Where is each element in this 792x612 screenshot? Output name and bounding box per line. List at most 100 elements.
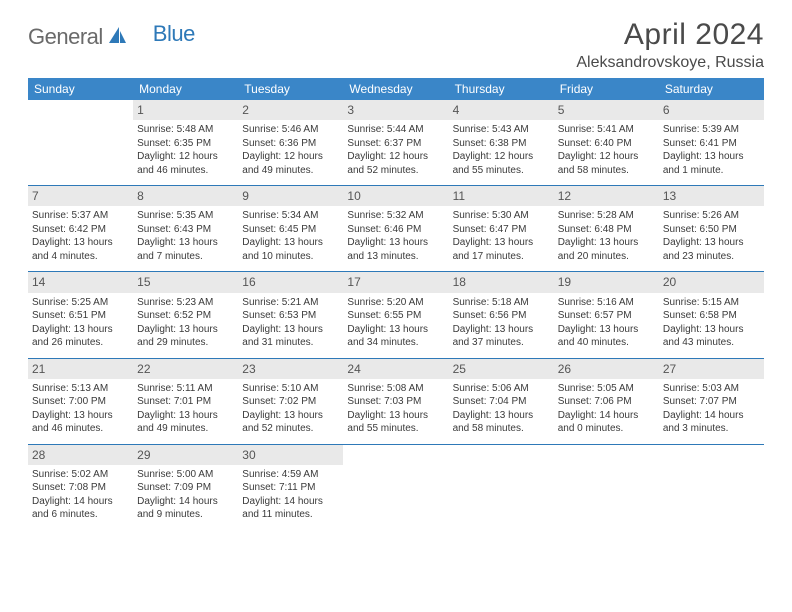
day-cell: . [449,445,554,530]
daylight-text: Daylight: 13 hours and 55 minutes. [347,409,444,436]
day-cell: 5Sunrise: 5:41 AMSunset: 6:40 PMDaylight… [554,100,659,186]
daylight-text: Daylight: 13 hours and 26 minutes. [32,323,129,350]
sunrise-text: Sunrise: 5:11 AM [137,382,234,396]
sunrise-text: Sunrise: 5:21 AM [242,296,339,310]
calendar-table: Sunday Monday Tuesday Wednesday Thursday… [28,78,764,530]
day-cell: 3Sunrise: 5:44 AMSunset: 6:37 PMDaylight… [343,100,448,186]
day-cell: 25Sunrise: 5:06 AMSunset: 7:04 PMDayligh… [449,359,554,445]
weekday-header: Saturday [659,78,764,100]
sunrise-text: Sunrise: 5:39 AM [663,123,760,137]
sunset-text: Sunset: 6:51 PM [32,309,129,323]
daylight-text: Daylight: 13 hours and 10 minutes. [242,236,339,263]
sunset-text: Sunset: 7:03 PM [347,395,444,409]
weekday-header: Monday [133,78,238,100]
day-number: 22 [133,359,238,379]
daylight-text: Daylight: 14 hours and 11 minutes. [242,495,339,522]
daylight-text: Daylight: 14 hours and 6 minutes. [32,495,129,522]
day-cell: 8Sunrise: 5:35 AMSunset: 6:43 PMDaylight… [133,186,238,272]
day-number: 29 [133,445,238,465]
day-cell: . [659,445,764,530]
sunset-text: Sunset: 7:01 PM [137,395,234,409]
sunrise-text: Sunrise: 5:25 AM [32,296,129,310]
day-cell: . [28,100,133,186]
sunset-text: Sunset: 6:45 PM [242,223,339,237]
daylight-text: Daylight: 13 hours and 20 minutes. [558,236,655,263]
weekday-header: Friday [554,78,659,100]
sunset-text: Sunset: 6:37 PM [347,137,444,151]
day-cell: 21Sunrise: 5:13 AMSunset: 7:00 PMDayligh… [28,359,133,445]
day-cell: 12Sunrise: 5:28 AMSunset: 6:48 PMDayligh… [554,186,659,272]
daylight-text: Daylight: 12 hours and 49 minutes. [242,150,339,177]
day-cell: 22Sunrise: 5:11 AMSunset: 7:01 PMDayligh… [133,359,238,445]
day-cell: 1Sunrise: 5:48 AMSunset: 6:35 PMDaylight… [133,100,238,186]
day-number: 26 [554,359,659,379]
brand-part2: Blue [153,21,195,47]
day-number: 18 [449,272,554,292]
day-cell: 17Sunrise: 5:20 AMSunset: 6:55 PMDayligh… [343,272,448,358]
daylight-text: Daylight: 13 hours and 31 minutes. [242,323,339,350]
sunrise-text: Sunrise: 5:05 AM [558,382,655,396]
sunset-text: Sunset: 6:38 PM [453,137,550,151]
sunset-text: Sunset: 6:36 PM [242,137,339,151]
daylight-text: Daylight: 13 hours and 29 minutes. [137,323,234,350]
weekday-header: Sunday [28,78,133,100]
day-number: 10 [343,186,448,206]
sunset-text: Sunset: 7:00 PM [32,395,129,409]
daylight-text: Daylight: 13 hours and 7 minutes. [137,236,234,263]
sunset-text: Sunset: 7:11 PM [242,481,339,495]
day-number: 9 [238,186,343,206]
day-number: 1 [133,100,238,120]
day-number: 30 [238,445,343,465]
weekday-header-row: Sunday Monday Tuesday Wednesday Thursday… [28,78,764,100]
day-cell: 20Sunrise: 5:15 AMSunset: 6:58 PMDayligh… [659,272,764,358]
week-row: 21Sunrise: 5:13 AMSunset: 7:00 PMDayligh… [28,359,764,445]
sunset-text: Sunset: 6:55 PM [347,309,444,323]
sunrise-text: Sunrise: 5:23 AM [137,296,234,310]
daylight-text: Daylight: 13 hours and 17 minutes. [453,236,550,263]
sunset-text: Sunset: 6:58 PM [663,309,760,323]
daylight-text: Daylight: 12 hours and 46 minutes. [137,150,234,177]
sunrise-text: Sunrise: 5:06 AM [453,382,550,396]
daylight-text: Daylight: 13 hours and 13 minutes. [347,236,444,263]
daylight-text: Daylight: 13 hours and 23 minutes. [663,236,760,263]
day-number: 28 [28,445,133,465]
sunset-text: Sunset: 7:08 PM [32,481,129,495]
day-cell: 14Sunrise: 5:25 AMSunset: 6:51 PMDayligh… [28,272,133,358]
sunset-text: Sunset: 6:41 PM [663,137,760,151]
day-number: 27 [659,359,764,379]
day-cell: 7Sunrise: 5:37 AMSunset: 6:42 PMDaylight… [28,186,133,272]
sunrise-text: Sunrise: 5:16 AM [558,296,655,310]
day-cell: . [343,445,448,530]
sunrise-text: Sunrise: 5:08 AM [347,382,444,396]
daylight-text: Daylight: 14 hours and 9 minutes. [137,495,234,522]
day-cell: 23Sunrise: 5:10 AMSunset: 7:02 PMDayligh… [238,359,343,445]
page-title: April 2024 [576,18,764,52]
day-cell: 26 Sunrise: 5:05 AMSunset: 7:06 PMDayligh… [554,359,659,445]
sunrise-text: Sunrise: 4:59 AM [242,468,339,482]
day-cell: 4Sunrise: 5:43 AMSunset: 6:38 PMDaylight… [449,100,554,186]
sunset-text: Sunset: 7:06 PM [558,395,655,409]
week-row: .1Sunrise: 5:48 AMSunset: 6:35 PMDayligh… [28,100,764,186]
week-row: 28Sunrise: 5:02 AMSunset: 7:08 PMDayligh… [28,445,764,530]
sunset-text: Sunset: 7:04 PM [453,395,550,409]
day-cell: 28Sunrise: 5:02 AMSunset: 7:08 PMDayligh… [28,445,133,530]
sunset-text: Sunset: 6:43 PM [137,223,234,237]
weekday-header: Thursday [449,78,554,100]
sunrise-text: Sunrise: 5:34 AM [242,209,339,223]
weekday-header: Wednesday [343,78,448,100]
sunrise-text: Sunrise: 5:28 AM [558,209,655,223]
sunrise-text: Sunrise: 5:44 AM [347,123,444,137]
sunrise-text: Sunrise: 5:15 AM [663,296,760,310]
daylight-text: Daylight: 12 hours and 58 minutes. [558,150,655,177]
location-label: Aleksandrovskoye, Russia [576,54,764,72]
day-number: 2 [238,100,343,120]
day-number: 25 [449,359,554,379]
day-cell: 10Sunrise: 5:32 AMSunset: 6:46 PMDayligh… [343,186,448,272]
day-number: 5 [554,100,659,120]
day-number: 8 [133,186,238,206]
day-cell: 11Sunrise: 5:30 AMSunset: 6:47 PMDayligh… [449,186,554,272]
sunrise-text: Sunrise: 5:46 AM [242,123,339,137]
day-cell: 19Sunrise: 5:16 AMSunset: 6:57 PMDayligh… [554,272,659,358]
day-cell: . [554,445,659,530]
daylight-text: Daylight: 14 hours and 0 minutes. [558,409,655,436]
